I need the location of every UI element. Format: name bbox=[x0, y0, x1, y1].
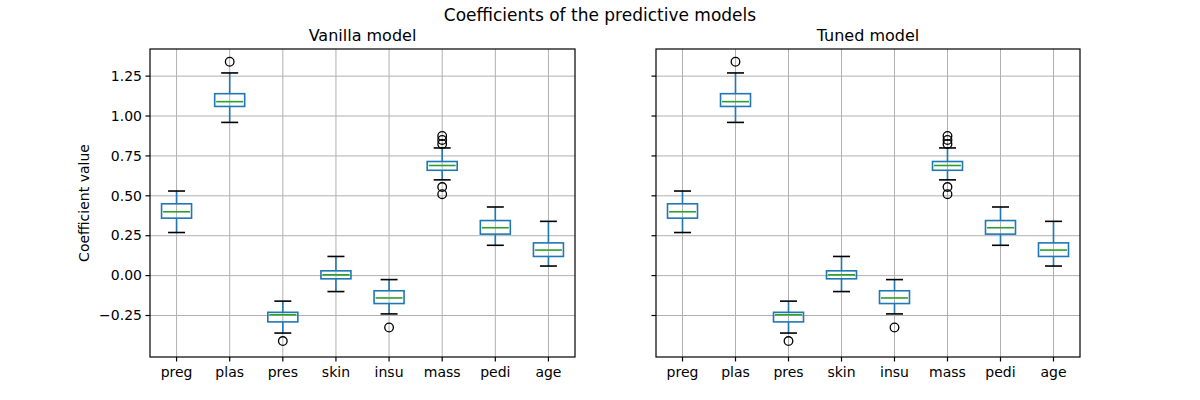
x-tick-label: preg bbox=[161, 364, 193, 380]
y-tick-label: −0.25 bbox=[99, 307, 142, 323]
x-tick-label: preg bbox=[667, 364, 699, 380]
x-tick-label: skin bbox=[322, 364, 350, 380]
axes-frame bbox=[656, 49, 1080, 357]
y-tick-label: 1.00 bbox=[111, 108, 142, 124]
figure: Coefficients of the predictive models Va… bbox=[0, 0, 1200, 400]
y-tick-label: 0.00 bbox=[111, 267, 142, 283]
y-tick-label: 1.25 bbox=[111, 68, 142, 84]
x-tick-label: plas bbox=[721, 364, 750, 380]
axes-frame bbox=[150, 49, 575, 357]
y-tick-label: 0.75 bbox=[111, 148, 142, 164]
x-tick-label: plas bbox=[215, 364, 244, 380]
x-tick-label: pedi bbox=[480, 364, 510, 380]
x-tick-label: mass bbox=[929, 364, 966, 380]
x-tick-label: insu bbox=[375, 364, 404, 380]
x-tick-label: age bbox=[1040, 364, 1066, 380]
y-tick-label: 0.50 bbox=[111, 188, 142, 204]
x-tick-label: age bbox=[535, 364, 561, 380]
subplot-tuned: preg plas pres skin insu mass pedi age bbox=[652, 49, 1081, 380]
x-tick-label: pedi bbox=[985, 364, 1015, 380]
x-tick-label: mass bbox=[424, 364, 461, 380]
subplot-vanilla: −0.25 0.00 0.25 0.50 0.75 1.00 1.25 preg plas pre… bbox=[99, 49, 575, 380]
boxplot-canvas: −0.250.000.250.500.751.001.25pregplaspre… bbox=[0, 0, 1200, 400]
x-tick-label: pres bbox=[268, 364, 298, 380]
x-tick-label: pres bbox=[773, 364, 803, 380]
x-tick-label: insu bbox=[880, 364, 909, 380]
x-tick-label: skin bbox=[827, 364, 855, 380]
y-tick-label: 0.25 bbox=[111, 227, 142, 243]
